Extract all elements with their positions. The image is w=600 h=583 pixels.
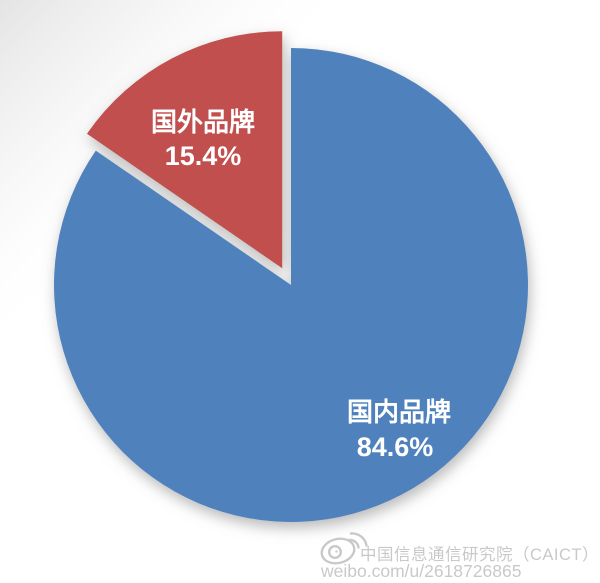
watermark-source-text: 中国信息通信研究院（CAICT） (360, 545, 599, 564)
watermark: 中国信息通信研究院（CAICT） weibo.com/u/2618726865 (320, 532, 599, 581)
slice-labels: 国外品牌 15.4% 国内品牌 84.6% (151, 107, 451, 462)
pie-slice-domestic (54, 48, 529, 522)
watermark-url-text: weibo.com/u/2618726865 (320, 561, 521, 581)
pie-slice-foreign-exploded (87, 31, 283, 269)
foreign-slice-pct-label: 15.4% (165, 141, 242, 171)
domestic-slice-pct-label: 84.6% (357, 432, 434, 462)
weibo-eye-icon (320, 532, 368, 565)
pie (54, 31, 529, 522)
foreign-slice-name-label: 国外品牌 (151, 107, 255, 137)
domestic-slice-name-label: 国内品牌 (347, 397, 451, 427)
